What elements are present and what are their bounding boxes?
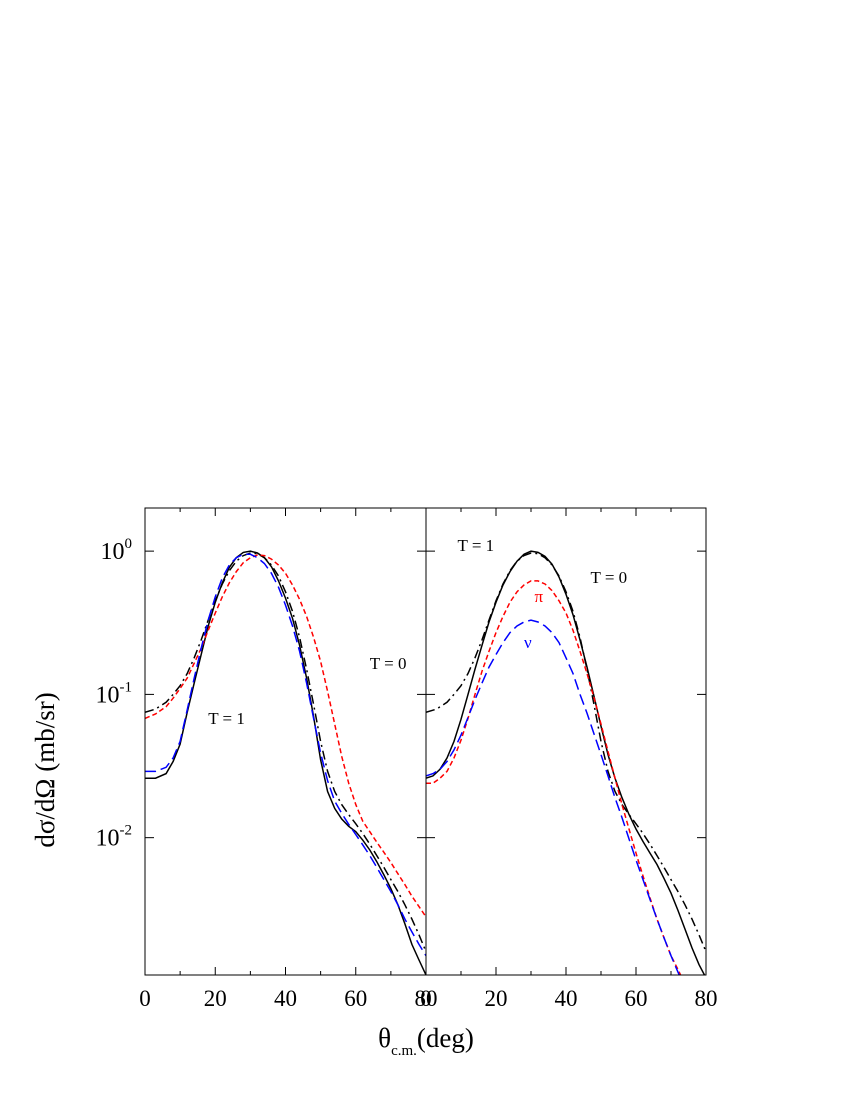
series-line-left-dashed bbox=[145, 554, 426, 918]
series-line-left-dashdot bbox=[145, 552, 426, 952]
y-tick-label: 100 bbox=[101, 536, 133, 565]
y-tick-label: 10-2 bbox=[96, 823, 133, 852]
series-line-right-dashdot bbox=[426, 552, 706, 952]
y-axis-title: dσ/dΩ (mb/sr) bbox=[30, 692, 60, 847]
series-group-left bbox=[145, 550, 426, 975]
annotation-label: T = 1 bbox=[458, 536, 495, 555]
series-line-left-solid bbox=[145, 550, 426, 975]
x-axis-symbol: θ bbox=[378, 1023, 391, 1053]
series-line-right-longdash bbox=[426, 619, 681, 975]
x-tick-label: 60 bbox=[344, 986, 367, 1011]
x-axis-unit: (deg) bbox=[417, 1023, 474, 1053]
x-tick-label: 20 bbox=[204, 986, 227, 1011]
series-group-right bbox=[426, 550, 706, 975]
x-tick-label: 40 bbox=[555, 986, 578, 1011]
annotation-label: π bbox=[535, 587, 544, 606]
x-tick-label: 40 bbox=[274, 986, 297, 1011]
x-tick-label: 80 bbox=[415, 986, 438, 1011]
x-axis-subscript: c.m. bbox=[391, 1043, 417, 1059]
x-tick-label: 80 bbox=[695, 986, 718, 1011]
x-tick-label: 60 bbox=[625, 986, 648, 1011]
panel-right bbox=[425, 507, 707, 976]
tick-marks bbox=[144, 508, 707, 975]
y-tick-labels: 100 10-1 10-2 bbox=[96, 536, 133, 852]
plot-frame-left bbox=[144, 507, 427, 976]
x-axis-title: θc.m.(deg) bbox=[378, 1023, 474, 1059]
annotation-label: T = 0 bbox=[370, 654, 407, 673]
plot-frame-right bbox=[425, 507, 707, 976]
annotation-label: T = 1 bbox=[208, 709, 245, 728]
annotations: T = 1 T = 0 T = 1 T = 0 π ν bbox=[208, 536, 627, 728]
annotation-label: ν bbox=[524, 633, 532, 652]
series-line-right-solid bbox=[426, 550, 706, 975]
panel-left bbox=[144, 507, 427, 976]
x-tick-labels: 0 20 40 60 800 20 40 60 80 bbox=[139, 986, 717, 1011]
x-tick-label: 0 bbox=[139, 986, 151, 1011]
x-tick-label: 20 bbox=[485, 986, 508, 1011]
y-tick-label: 10-1 bbox=[96, 679, 133, 708]
series-line-left-longdash bbox=[145, 553, 426, 957]
x-tick-label: 0 bbox=[420, 986, 432, 1011]
annotation-label: T = 0 bbox=[591, 568, 628, 587]
series-line-right-dashed bbox=[426, 580, 682, 975]
